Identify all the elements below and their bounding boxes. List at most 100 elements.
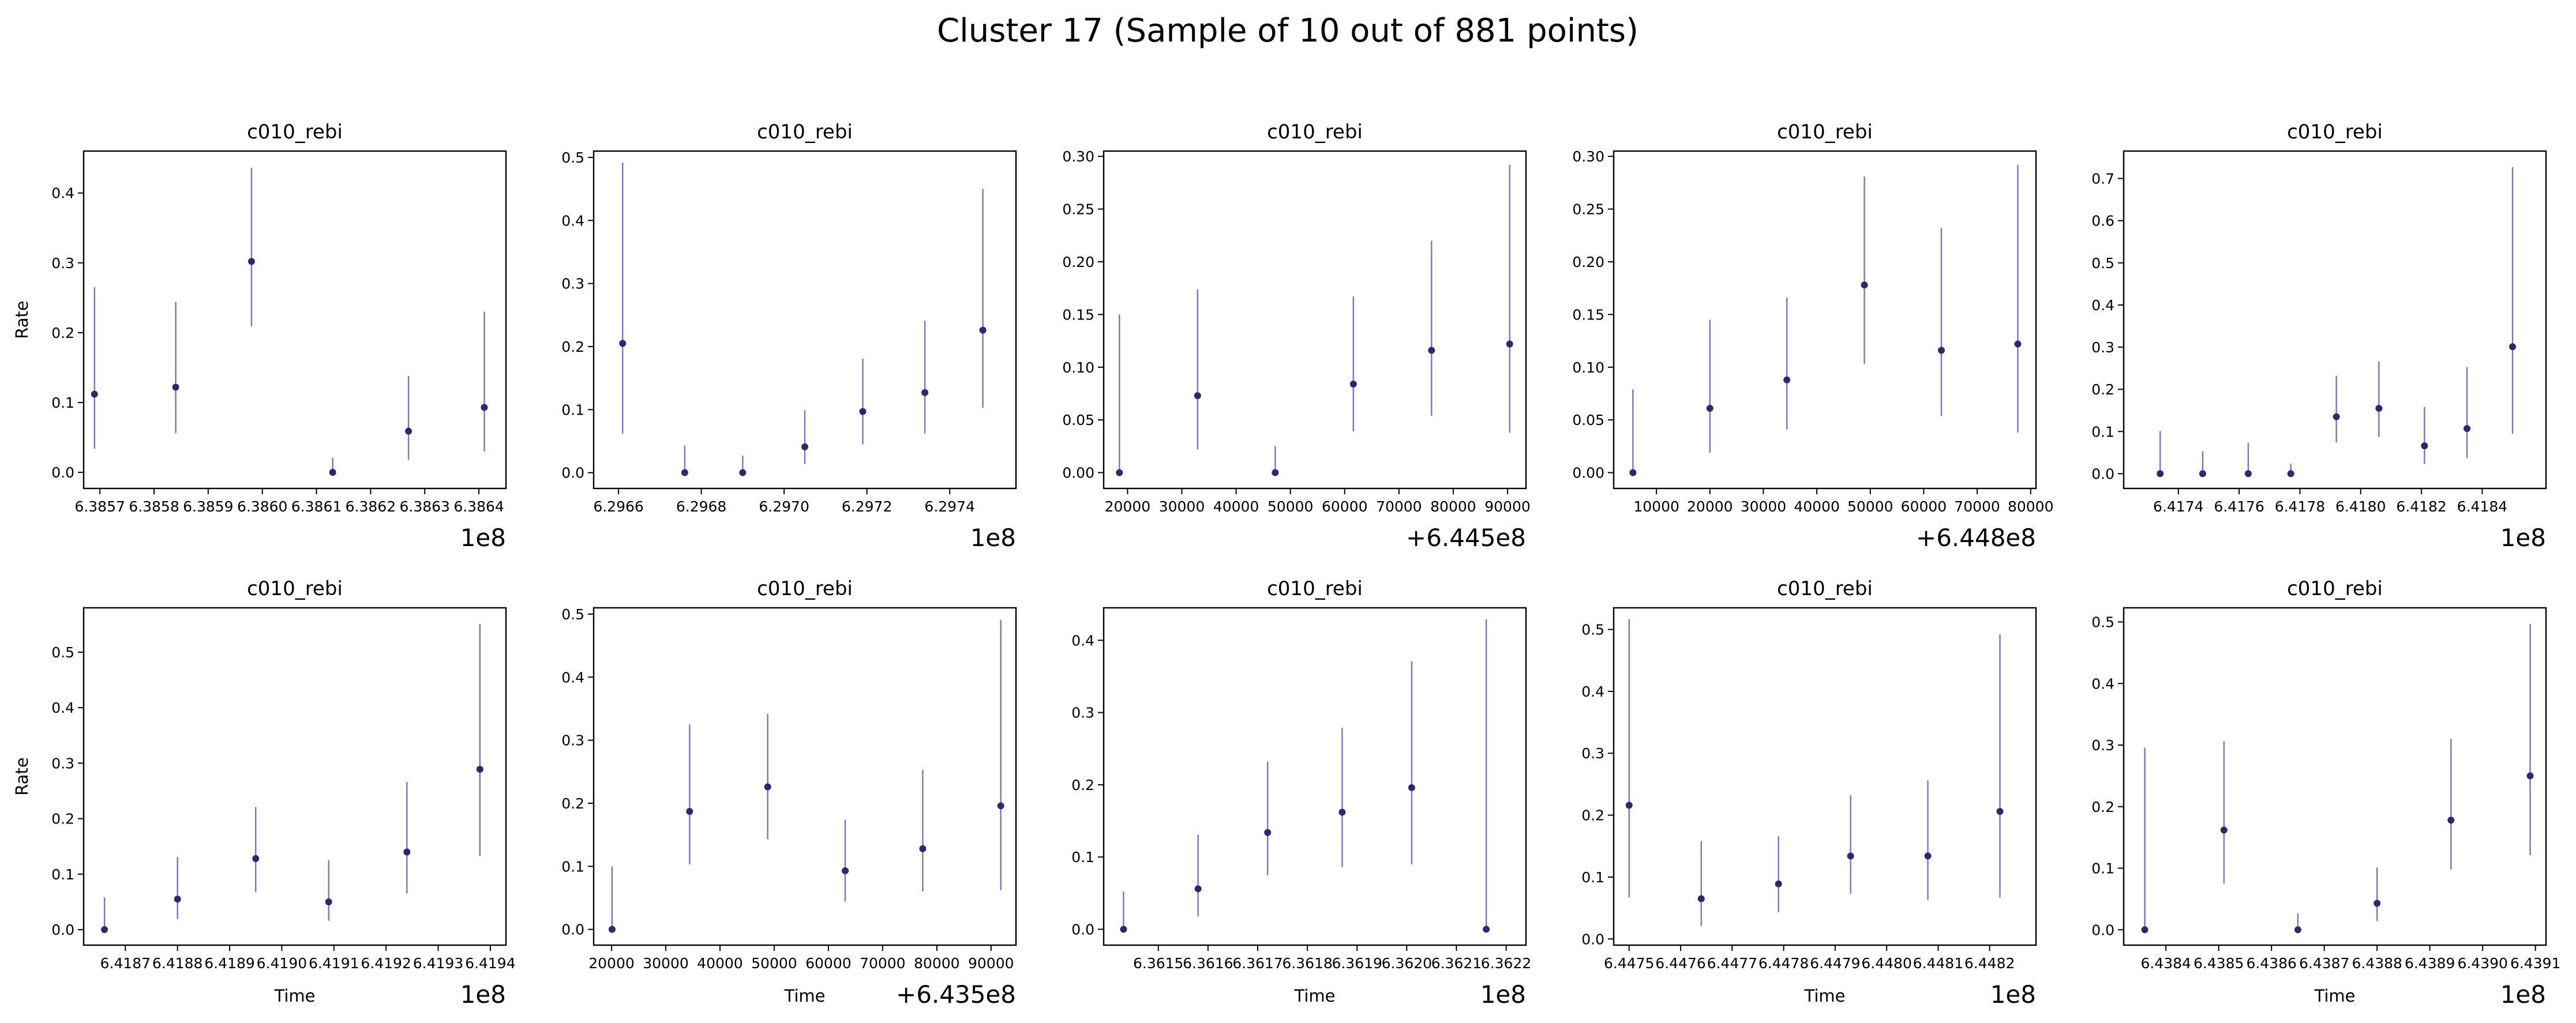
x-tick-label: 6.4384 xyxy=(2140,955,2191,972)
axes-frame xyxy=(1103,607,1527,946)
x-offset-text: 1e8 xyxy=(1990,980,2036,1009)
subplot-5: c010_rebi 6.4174 6.4176 6.4178 6.4180 6.4182 6… xyxy=(2091,121,2547,552)
data-point xyxy=(1116,469,1123,476)
x-tick-label: 6.4178 xyxy=(2275,498,2325,515)
y-tick-label: 0.0 xyxy=(1071,921,1094,938)
subplot-title: c010_rebi xyxy=(247,121,343,144)
x-tick-label: 6.3859 xyxy=(183,498,233,515)
x-tick-label: 6.4191 xyxy=(309,955,359,972)
y-tick-label: 0.05 xyxy=(1572,412,1604,428)
data-point xyxy=(1706,405,1713,412)
x-tick-label: 6.3861 xyxy=(291,498,342,515)
data-point xyxy=(1775,880,1782,887)
y-tick-label: 0.3 xyxy=(51,255,74,272)
axes-frame xyxy=(1613,607,2037,946)
x-offset-text: 1e8 xyxy=(970,524,1016,552)
x-offset-text: 1e8 xyxy=(460,980,506,1009)
data-point xyxy=(801,443,808,450)
y-tick-label: 0.6 xyxy=(2091,213,2114,230)
data-point xyxy=(919,845,927,852)
figure-title: Cluster 17 (Sample of 10 out of 881 poin… xyxy=(937,12,1638,50)
subplot-title: c010_rebi xyxy=(757,577,853,600)
subplot-4: c010_rebi 10000 20000 30000 40000 50000 60000 7… xyxy=(1572,121,2053,552)
x-tick-label: 6.4190 xyxy=(257,955,307,972)
data-point xyxy=(2375,405,2383,412)
y-tick-label: 0.05 xyxy=(1062,412,1094,428)
y-tick-label: 0.5 xyxy=(1581,622,1604,638)
data-series xyxy=(91,168,488,476)
x-tick-label: 6.2974 xyxy=(924,498,974,515)
x-tick-label: 20000 xyxy=(588,955,635,972)
y-tick-label: 0.3 xyxy=(2091,737,2114,754)
x-tick-label: 6.3857 xyxy=(74,498,125,515)
subplot-7: c010_rebi 20000 30000 40000 50000 60000 70000 8… xyxy=(561,577,1017,1009)
data-point xyxy=(1783,376,1791,383)
axes-frame xyxy=(1613,150,2037,490)
subplot-title: c010_rebi xyxy=(1267,577,1363,600)
axes-frame xyxy=(83,607,507,946)
x-tick-label: 60000 xyxy=(1322,498,1368,515)
data-point xyxy=(1264,829,1272,836)
x-offset-text: 1e8 xyxy=(2500,980,2546,1009)
y-tick-label: 0.25 xyxy=(1572,201,1604,218)
x-tick-label: 6.2966 xyxy=(593,498,643,515)
x-tick-label: 80000 xyxy=(914,955,960,972)
y-tick-label: 0.1 xyxy=(2091,423,2114,440)
data-point xyxy=(2526,772,2534,780)
y-tick-label: 0.30 xyxy=(1572,148,1604,165)
y-tick-label: 0.3 xyxy=(2091,339,2114,356)
y-tick-label: 0.30 xyxy=(1062,148,1094,165)
y-tick-label: 0.4 xyxy=(51,699,74,716)
data-point xyxy=(405,427,413,435)
data-point xyxy=(2141,926,2148,934)
x-offset-text: +6.435e8 xyxy=(896,980,1016,1009)
x-tick-label: 20000 xyxy=(1687,498,1733,515)
data-point xyxy=(403,848,411,856)
x-tick-label: 6.4482 xyxy=(1964,955,2015,972)
data-point xyxy=(101,926,108,934)
data-point xyxy=(1625,802,1633,809)
x-tick-label: 6.3615 xyxy=(1133,955,1183,972)
y-tick-label: 0.0 xyxy=(2091,465,2114,482)
x-tick-label: 6.4390 xyxy=(2457,955,2507,972)
x-tick-label: 80000 xyxy=(2008,498,2054,515)
y-axis-label: Rate xyxy=(12,757,32,796)
subplot-title: c010_rebi xyxy=(1777,577,1873,600)
x-tick-label: 6.3617 xyxy=(1232,955,1283,972)
y-tick-label: 0.00 xyxy=(1062,465,1094,482)
data-point xyxy=(2294,926,2301,934)
x-tick-label: 6.3616 xyxy=(1183,955,1233,972)
data-point xyxy=(2447,817,2455,824)
x-tick-label: 6.2972 xyxy=(842,498,892,515)
axes-frame xyxy=(593,607,1017,946)
data-point xyxy=(1629,469,1637,476)
y-tick-label: 0.5 xyxy=(2091,614,2114,631)
y-tick-label: 0.7 xyxy=(2091,171,2114,187)
x-tick-label: 70000 xyxy=(860,955,906,972)
data-point xyxy=(608,926,616,933)
data-point xyxy=(842,867,849,874)
data-point xyxy=(1428,347,1435,354)
y-tick-label: 0.3 xyxy=(1071,705,1094,721)
data-point xyxy=(1697,895,1705,902)
data-point xyxy=(325,898,332,905)
y-tick-label: 0.2 xyxy=(561,339,584,355)
x-axis-label: Time xyxy=(1804,986,1846,1006)
data-point xyxy=(91,390,98,398)
y-tick-label: 0.0 xyxy=(1581,931,1604,947)
y-tick-label: 0.0 xyxy=(561,922,584,938)
y-tick-label: 0.3 xyxy=(1581,745,1604,762)
data-series xyxy=(608,619,1004,933)
subplot-title: c010_rebi xyxy=(1267,121,1363,144)
x-axis-label: Time xyxy=(1294,986,1336,1006)
y-tick-label: 0.0 xyxy=(51,464,74,481)
x-offset-text: 1e8 xyxy=(1480,980,1526,1009)
y-tick-label: 0.2 xyxy=(2091,799,2114,815)
data-point xyxy=(1937,347,1945,354)
data-point xyxy=(2287,470,2294,477)
x-tick-label: 90000 xyxy=(968,955,1014,972)
data-point xyxy=(1924,852,1932,860)
y-tick-label: 0.00 xyxy=(1572,465,1604,482)
x-tick-label: 6.4184 xyxy=(2457,498,2507,515)
